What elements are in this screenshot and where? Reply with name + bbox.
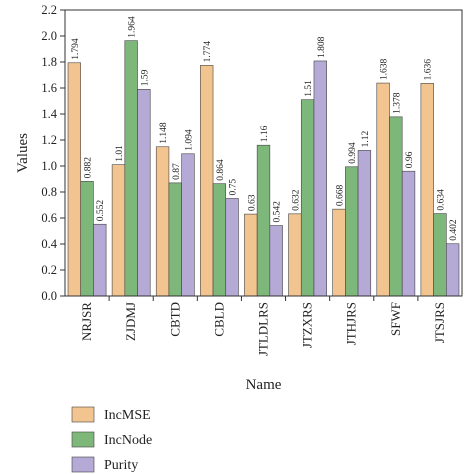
- data-label: 0.75: [229, 179, 239, 196]
- data-label: 1.16: [260, 125, 270, 142]
- data-label: 1.378: [392, 92, 402, 114]
- x-tick-label: ZJDMJ: [123, 302, 138, 341]
- bar-purity-cbld: [225, 198, 239, 297]
- x-tick-label: JTSJRS: [432, 302, 447, 343]
- data-label: 0.96: [405, 151, 415, 168]
- bar-purity-jtzxrs: [313, 60, 327, 297]
- data-label: 0.994: [348, 142, 358, 164]
- bar-incnode-jtldlrs: [256, 144, 271, 297]
- bar-incmse-jtldlrs: [244, 213, 258, 297]
- legend: IncMSE IncNode Purity: [71, 406, 152, 473]
- data-labels: 1.794 0.882 0.552 1.01 1.964 1.59 1.148 0.87 1.0…: [71, 16, 459, 241]
- bar-incnode-cbld: [212, 183, 227, 297]
- legend-label: Purity: [104, 458, 138, 473]
- bar-incnode-zjdmj: [124, 40, 138, 297]
- data-label: 0.668: [336, 185, 346, 207]
- y-axis-ticks: 0.0 0.2 0.4 0.6 0.8 1.0 1.2 1.4 1.6 1.8 2.0 2.2: [41, 3, 65, 303]
- y-tick-label: 0.2: [41, 263, 57, 277]
- data-label: 1.808: [317, 36, 327, 58]
- x-axis-ticks: NRJSR ZJDMJ CBTD CBLD JTLDLRS JTZXRS JTHJRS SFW…: [79, 296, 447, 356]
- bar-incnode-sfwf: [389, 116, 403, 297]
- bar-purity-nrjsr: [93, 223, 107, 297]
- data-label: 0.542: [273, 201, 283, 223]
- bar-incnode-cbtd: [168, 182, 182, 297]
- data-label: 0.552: [96, 200, 106, 222]
- data-label: 1.094: [184, 129, 194, 151]
- data-label: 0.402: [449, 219, 459, 241]
- y-tick-label: 2.2: [41, 3, 57, 17]
- data-label: 1.01: [115, 145, 125, 162]
- data-label: 0.882: [84, 157, 94, 179]
- bar-incnode-jtsjrs: [433, 213, 447, 297]
- legend-label: IncMSE: [104, 408, 151, 423]
- x-tick-label: CBTD: [167, 302, 182, 337]
- bar-purity-zjdmj: [137, 89, 151, 297]
- bar-incnode-nrjsr: [80, 181, 94, 297]
- data-label: 1.148: [159, 122, 169, 144]
- bar-incmse-jthjrs: [332, 208, 346, 297]
- bar-purity-sfwf: [401, 170, 416, 297]
- x-tick-label: JTZXRS: [300, 302, 315, 348]
- y-tick-label: 1.8: [41, 55, 57, 69]
- bar-purity-cbtd: [181, 153, 195, 297]
- legend-swatch-incnode: [71, 431, 95, 448]
- y-tick-label: 0.0: [41, 289, 57, 303]
- data-label: 1.964: [128, 16, 138, 38]
- data-label: 1.636: [424, 59, 434, 81]
- x-tick-label: NRJSR: [79, 302, 94, 341]
- data-label: 0.632: [291, 189, 301, 211]
- data-label: 1.51: [304, 80, 314, 97]
- bar-incmse-nrjsr: [67, 62, 82, 297]
- x-tick-label: SFWF: [388, 302, 403, 336]
- y-tick-label: 0.8: [41, 185, 57, 199]
- bar-purity-jthjrs: [357, 150, 372, 297]
- legend-swatch-purity: [71, 456, 95, 473]
- bars: [67, 40, 460, 297]
- x-tick-label: JTHJRS: [344, 302, 359, 345]
- data-label: 1.794: [71, 38, 81, 60]
- bar-purity-jtsjrs: [445, 243, 460, 297]
- y-tick-label: 0.4: [41, 237, 57, 251]
- data-label: 0.63: [247, 194, 257, 211]
- y-tick-label: 0.6: [41, 211, 57, 225]
- bar-incmse-jtsjrs: [420, 83, 434, 297]
- bar-incnode-jtzxrs: [300, 99, 315, 297]
- data-label: 0.87: [172, 163, 182, 180]
- x-tick-label: CBLD: [211, 302, 226, 337]
- bar-incmse-jtzxrs: [288, 213, 302, 297]
- data-label: 0.864: [216, 159, 226, 181]
- y-tick-label: 1.6: [41, 81, 57, 95]
- plot-frame: [64, 9, 463, 297]
- legend-swatch-incmse: [71, 406, 95, 423]
- x-axis-label: Name: [246, 377, 282, 393]
- bar-incnode-jthjrs: [345, 166, 359, 297]
- bar-incmse-zjdmj: [111, 164, 126, 297]
- x-tick-label: JTLDLRS: [256, 302, 271, 356]
- bar-purity-jtldlrs: [269, 225, 283, 297]
- y-tick-label: 2.0: [41, 29, 57, 43]
- y-axis-label: Values: [15, 133, 31, 173]
- data-label: 1.774: [203, 41, 213, 63]
- legend-label: IncNode: [104, 433, 152, 448]
- y-tick-label: 1.4: [41, 107, 57, 121]
- bar-incmse-cbld: [200, 65, 214, 297]
- data-label: 1.638: [380, 58, 390, 80]
- y-tick-label: 1.2: [41, 133, 57, 147]
- bar-incmse-cbtd: [155, 146, 170, 297]
- bar-incmse-sfwf: [376, 82, 390, 297]
- data-label: 1.59: [140, 69, 150, 86]
- y-tick-label: 1.0: [41, 159, 57, 173]
- data-label: 1.12: [361, 131, 371, 148]
- data-label: 0.634: [436, 189, 446, 211]
